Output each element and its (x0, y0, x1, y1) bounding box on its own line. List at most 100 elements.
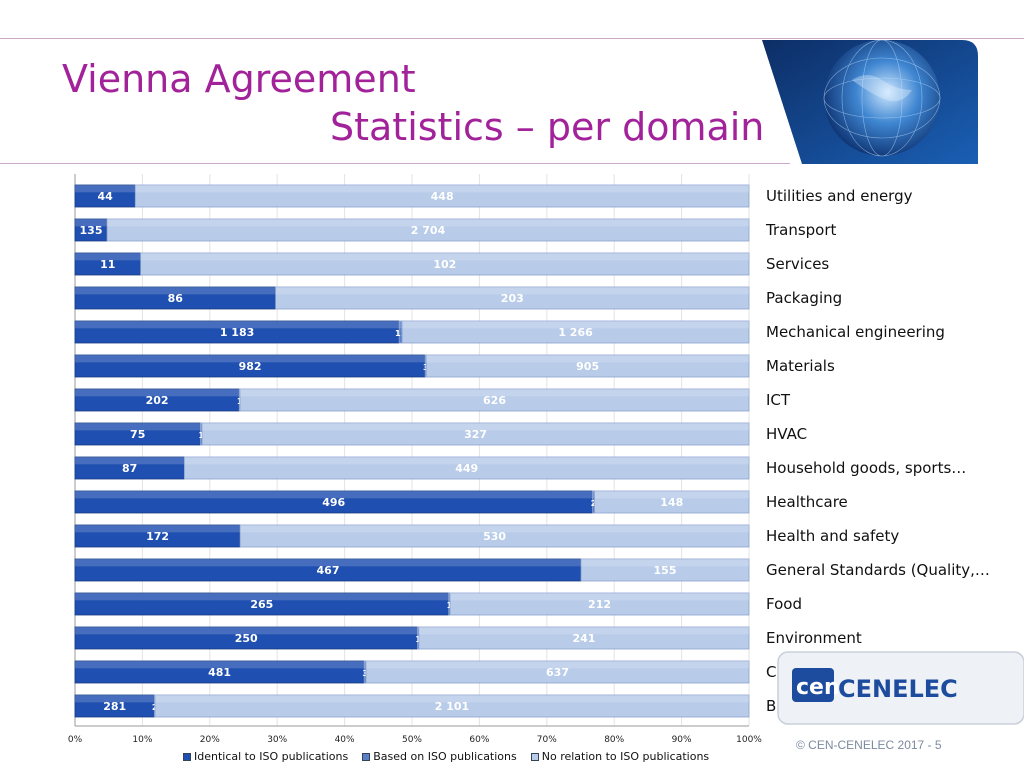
data-label-no-relation: 327 (464, 428, 487, 441)
category-label: HVAC (766, 425, 807, 443)
legend-label-no-relation: No relation to ISO publications (541, 750, 710, 763)
bar-highlight (240, 389, 750, 397)
cenelec-logo: cen CENELEC (777, 651, 1024, 725)
data-label-based: 11 (395, 329, 407, 338)
x-tick-label: 80% (604, 735, 624, 745)
bar-highlight (366, 661, 749, 669)
category-label: Household goods, sports… (766, 459, 966, 477)
bar-highlight (594, 491, 749, 499)
legend-swatch-no-relation (530, 752, 539, 761)
data-label-identical: 75 (130, 428, 145, 441)
data-label-no-relation: 148 (660, 496, 683, 509)
data-label-identical: 11 (100, 258, 115, 271)
bar-highlight (75, 355, 426, 363)
category-label: Packaging (766, 289, 842, 307)
bar-no-relation (154, 694, 750, 718)
data-label-identical: 135 (80, 224, 103, 237)
category-label: General Standards (Quality,… (766, 561, 990, 579)
bar-no-relation (425, 354, 750, 378)
legend-swatch-based (362, 752, 371, 761)
data-label-identical: 281 (103, 700, 126, 713)
data-label-identical: 265 (250, 598, 273, 611)
bar-highlight (75, 287, 276, 295)
bar-highlight (75, 593, 449, 601)
data-label-identical: 172 (146, 530, 169, 543)
x-tick-label: 90% (672, 735, 692, 745)
data-label-identical: 1 183 (220, 326, 254, 339)
bar-highlight (75, 321, 400, 329)
category-label: Mechanical engineering (766, 323, 945, 341)
category-label: Materials (766, 357, 835, 375)
data-label-based: 1 (447, 601, 453, 610)
data-label-based: 3 (423, 363, 429, 372)
legend-item-based: Based on ISO publications (362, 750, 517, 763)
data-label-identical: 87 (122, 462, 137, 475)
bar-highlight (425, 355, 427, 363)
bar-highlight (240, 525, 750, 533)
bar-no-relation (183, 456, 750, 480)
data-label-identical: 496 (322, 496, 345, 509)
bar-no-relation (580, 558, 750, 582)
bar-highlight (107, 219, 749, 227)
chart-legend: Identical to ISO publications Based on I… (183, 750, 709, 763)
cen-logo-mark: cen (796, 675, 840, 700)
bar-highlight (75, 423, 201, 431)
data-label-no-relation: 2 704 (411, 224, 446, 237)
bar-highlight (417, 627, 419, 635)
data-label-based: 2 (591, 499, 597, 508)
data-label-no-relation: 212 (588, 598, 611, 611)
legend-item-identical: Identical to ISO publications (183, 750, 348, 763)
category-label: Health and safety (766, 527, 899, 545)
page-title-line2: Statistics – per domain (330, 105, 765, 149)
data-label-no-relation: 448 (431, 190, 454, 203)
category-label: Food (766, 595, 802, 613)
bar-highlight (426, 355, 749, 363)
data-label-identical: 467 (317, 564, 340, 577)
data-label-no-relation: 637 (546, 666, 569, 679)
bar-highlight (75, 457, 185, 465)
bar-highlight (184, 457, 750, 465)
bar-no-relation (449, 592, 750, 616)
data-label-no-relation: 102 (433, 258, 456, 271)
data-label-no-relation: 203 (501, 292, 524, 305)
bar-highlight (75, 695, 155, 703)
x-tick-label: 70% (537, 735, 557, 745)
bar-highlight (75, 185, 136, 193)
data-label-identical: 202 (146, 394, 169, 407)
bar-highlight (140, 253, 750, 261)
bar-no-relation (275, 286, 750, 310)
bar-highlight (75, 491, 593, 499)
x-tick-label: 10% (132, 735, 152, 745)
bar-highlight (135, 185, 749, 193)
bar-highlight (581, 559, 749, 567)
bar-highlight (200, 423, 203, 431)
bar-no-relation (418, 626, 750, 650)
data-label-no-relation: 449 (455, 462, 478, 475)
legend-swatch-identical (183, 752, 191, 761)
data-label-identical: 86 (168, 292, 184, 305)
bar-highlight (275, 287, 749, 295)
data-label-based: 1 (415, 635, 421, 644)
data-label-based: 1 (198, 431, 204, 440)
x-tick-label: 20% (200, 735, 220, 745)
data-label-identical: 481 (208, 666, 231, 679)
bar-highlight (239, 389, 241, 397)
bar-highlight (418, 627, 749, 635)
bar-highlight (75, 559, 582, 567)
x-tick-label: 0% (68, 735, 83, 745)
copyright-notice: © CEN-CENELEC 2017 - 5 (796, 738, 942, 752)
bar-highlight (364, 661, 367, 669)
category-label: Utilities and energy (766, 187, 913, 205)
category-label: ICT (766, 391, 791, 409)
bar-no-relation (140, 252, 750, 276)
data-label-identical: 44 (97, 190, 113, 203)
bar-no-relation (134, 184, 750, 208)
bar-highlight (75, 627, 418, 635)
stacked-bar-chart: 0% 10% 20% 30% 40% 50% 60% 70% 80% 90% 100% 44 448 Ut… (68, 174, 990, 745)
bar-no-relation (594, 490, 750, 514)
bar-highlight (450, 593, 749, 601)
cenelec-logo-text: CENELEC (838, 675, 958, 703)
data-label-no-relation: 626 (483, 394, 506, 407)
bar-highlight (202, 423, 750, 431)
bar-highlight (399, 321, 403, 329)
